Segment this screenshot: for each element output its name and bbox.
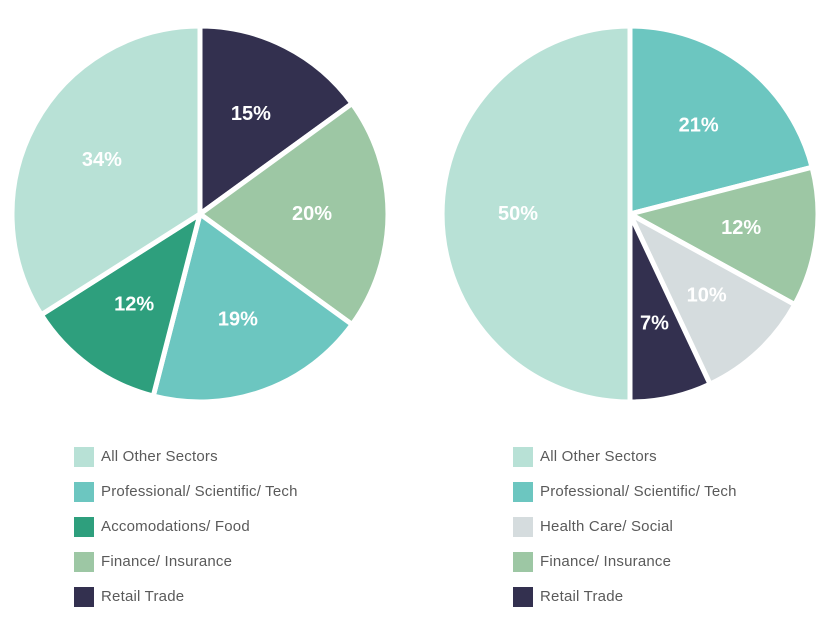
legend-item: Professional/ Scientific/ Tech — [513, 474, 737, 509]
legend-item: Health Care/ Social — [513, 509, 737, 544]
slice-label-retail-trade: 7% — [640, 312, 669, 334]
legend-swatch — [74, 551, 94, 572]
legend-item: Retail Trade — [513, 579, 737, 614]
legend-swatch — [74, 481, 94, 502]
slice-label-finance-insurance: 20% — [292, 203, 332, 225]
pie-slice-retail-trade — [197, 23, 356, 219]
slice-label-all-other-sectors: 50% — [498, 203, 538, 225]
legend-label: Professional/ Scientific/ Tech — [540, 483, 737, 500]
slice-label-finance-insurance: 12% — [721, 217, 761, 239]
legend-item: Retail Trade — [74, 579, 298, 614]
legend-left: All Other Sectors Professional/ Scientif… — [74, 439, 298, 614]
legend-item: All Other Sectors — [74, 439, 298, 474]
legend-right: All Other Sectors Professional/ Scientif… — [513, 439, 737, 614]
legend-label: All Other Sectors — [101, 448, 218, 465]
legend-swatch — [513, 446, 533, 467]
legend-label: Finance/ Insurance — [101, 553, 233, 570]
pie-slice-finance-insurance — [195, 100, 391, 328]
pie-right-svg: 21% 12% 10% 7% 50% — [439, 23, 821, 405]
slice-label-professional-scientific-tech: 19% — [218, 308, 258, 330]
pie-slice-health-care-social — [624, 208, 799, 388]
legend-item: Professional/ Scientific/ Tech — [74, 474, 298, 509]
pie-chart-left: 15% 20% 19% 12% 34% — [0, 15, 400, 415]
pie-slice-all-other-sectors — [9, 23, 203, 319]
legend-label: Accomodations/ Food — [101, 518, 250, 535]
legend-label: Retail Trade — [540, 588, 624, 605]
pie-chart-right: 21% 12% 10% 7% 50% — [430, 15, 826, 415]
pie-slice-accomodations-food — [37, 208, 204, 400]
legend-label: Finance/ Insurance — [540, 553, 672, 570]
pie-slice-all-other-sectors — [439, 23, 633, 405]
legend-swatch — [513, 551, 533, 572]
slice-label-professional-scientific-tech: 21% — [679, 115, 719, 137]
pie-slice-professional-scientific-tech — [627, 23, 816, 218]
slice-label-retail-trade: 15% — [231, 103, 271, 125]
legend-item: All Other Sectors — [513, 439, 737, 474]
pie-left-svg: 15% 20% 19% 12% 34% — [9, 23, 391, 405]
legend-swatch — [74, 586, 94, 607]
legend-item: Finance/ Insurance — [513, 544, 737, 579]
legend-swatch — [74, 516, 94, 537]
legend-swatch — [513, 481, 533, 502]
legend-label: Retail Trade — [101, 588, 185, 605]
slice-label-accomodations-food: 12% — [114, 294, 154, 316]
legend-swatch — [513, 586, 533, 607]
pie-slice-professional-scientific-tech — [150, 209, 356, 405]
legend-swatch — [513, 516, 533, 537]
pie-slice-finance-insurance — [623, 164, 821, 308]
legend-label: All Other Sectors — [540, 448, 657, 465]
legend-item: Finance/ Insurance — [74, 544, 298, 579]
legend-swatch — [74, 446, 94, 467]
legend-item: Accomodations/ Food — [74, 509, 298, 544]
legend-label: Professional/ Scientific/ Tech — [101, 483, 298, 500]
slice-label-all-other-sectors: 34% — [82, 149, 122, 171]
legend-label: Health Care/ Social — [540, 518, 674, 535]
slice-label-health-care-social: 10% — [687, 285, 727, 307]
